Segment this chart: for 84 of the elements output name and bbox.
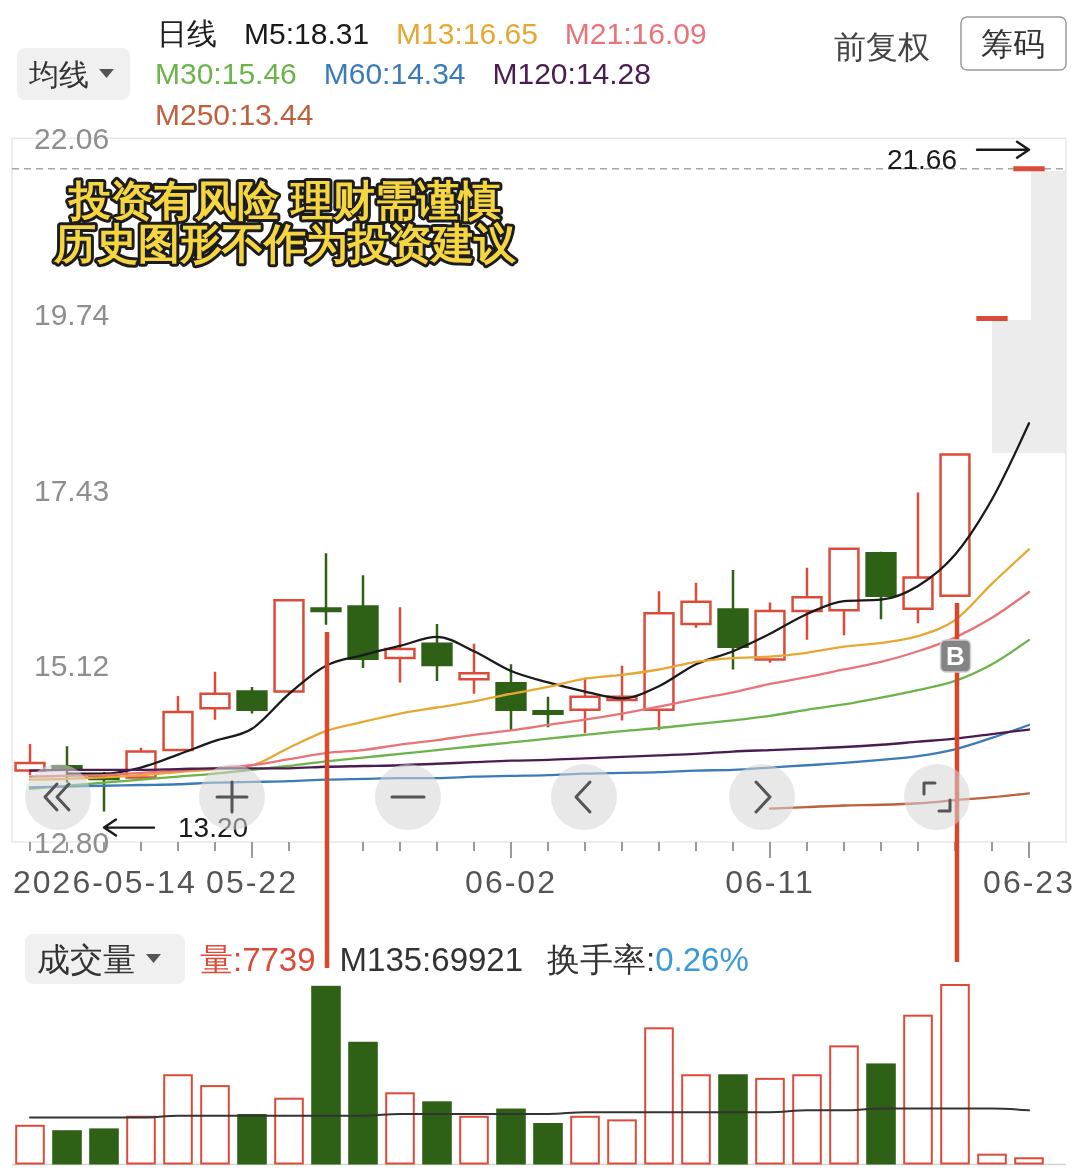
bar xyxy=(237,1113,267,1165)
bar xyxy=(718,1074,748,1165)
bar xyxy=(644,1027,674,1165)
candlestick xyxy=(495,662,527,732)
annotation: 13.20 xyxy=(178,812,249,844)
x-tick-label: 06-11 xyxy=(725,864,815,900)
chart-title: 成交量 xyxy=(37,940,136,978)
text: 筹码 xyxy=(981,26,1045,62)
bar xyxy=(52,1130,82,1165)
candlestick xyxy=(199,670,231,721)
text: 2026-05-14 xyxy=(13,864,197,900)
bar xyxy=(200,1085,230,1165)
bar xyxy=(755,1077,785,1165)
candlestick xyxy=(384,605,416,684)
bar xyxy=(385,1092,415,1165)
bar xyxy=(459,1115,489,1165)
bar xyxy=(126,1115,156,1165)
bar xyxy=(496,1108,526,1165)
text: M30:15.46 xyxy=(155,57,297,90)
bar xyxy=(89,1128,119,1165)
candlestick xyxy=(754,601,786,664)
legend-title: 均线 xyxy=(28,57,89,91)
bar xyxy=(422,1101,452,1165)
y-tick-label: 15.12 xyxy=(34,649,110,683)
chart-title: 日线 xyxy=(157,16,217,50)
text: M250:13.44 xyxy=(155,97,314,131)
annotation: B xyxy=(946,641,965,671)
series-label: 量:7739 xyxy=(200,940,316,978)
candlestick xyxy=(1013,166,1045,172)
candlestick xyxy=(273,598,305,695)
text: M5:18.31 xyxy=(244,16,370,50)
x-tick-label: 06-02 xyxy=(465,864,557,900)
bar xyxy=(311,985,341,1165)
text: 换手率:0.26% xyxy=(547,940,749,978)
text: M120:14.28 xyxy=(492,57,651,90)
text: M13:16.65 xyxy=(396,16,538,50)
candlestick xyxy=(939,453,971,598)
candlestick xyxy=(347,574,379,670)
line-series xyxy=(28,548,1031,781)
candlestick xyxy=(310,551,342,626)
bar xyxy=(570,1115,600,1165)
line-series xyxy=(28,638,1031,790)
x-tick-label: 06-23 xyxy=(983,864,1075,900)
text: M21:16.09 xyxy=(564,16,707,50)
line-series xyxy=(28,728,1031,772)
candlestick xyxy=(717,568,749,671)
candlestick xyxy=(865,550,897,621)
candlestick xyxy=(643,589,675,732)
candlestick xyxy=(902,491,934,625)
y-tick-label: 19.74 xyxy=(34,298,110,332)
text: M135:69921 xyxy=(339,940,524,978)
bar xyxy=(681,1074,711,1165)
candlestick xyxy=(532,695,564,729)
candlestick xyxy=(421,622,453,683)
candlestick xyxy=(458,642,490,696)
line-series xyxy=(28,723,1031,789)
bar xyxy=(274,1097,304,1165)
y-tick-label: 12.80 xyxy=(34,825,110,859)
annotation: 21.66 xyxy=(886,144,957,176)
bar xyxy=(866,1063,896,1165)
bar xyxy=(977,1153,1007,1165)
candlestick xyxy=(828,546,860,637)
bar xyxy=(940,984,970,1165)
candlestick xyxy=(791,566,823,642)
candlestick xyxy=(976,315,1008,321)
y-tick-label: 17.43 xyxy=(34,473,110,507)
bar xyxy=(607,1119,637,1165)
candlestick xyxy=(680,581,712,629)
bar xyxy=(903,1014,933,1165)
bar xyxy=(163,1074,193,1165)
line-series xyxy=(768,792,1031,810)
candlestick xyxy=(236,685,268,715)
bar xyxy=(829,1045,859,1165)
text: 前复权 xyxy=(834,29,930,65)
x-tick-label: 05-22 xyxy=(206,864,298,900)
candlestick xyxy=(162,694,194,752)
bar xyxy=(792,1074,822,1165)
bar xyxy=(1014,1157,1044,1165)
bar xyxy=(348,1041,378,1165)
bar xyxy=(533,1122,563,1165)
text: M60:14.34 xyxy=(323,57,466,90)
bar xyxy=(15,1124,45,1165)
y-tick-label: 22.06 xyxy=(34,121,110,155)
line-series xyxy=(28,590,1031,778)
